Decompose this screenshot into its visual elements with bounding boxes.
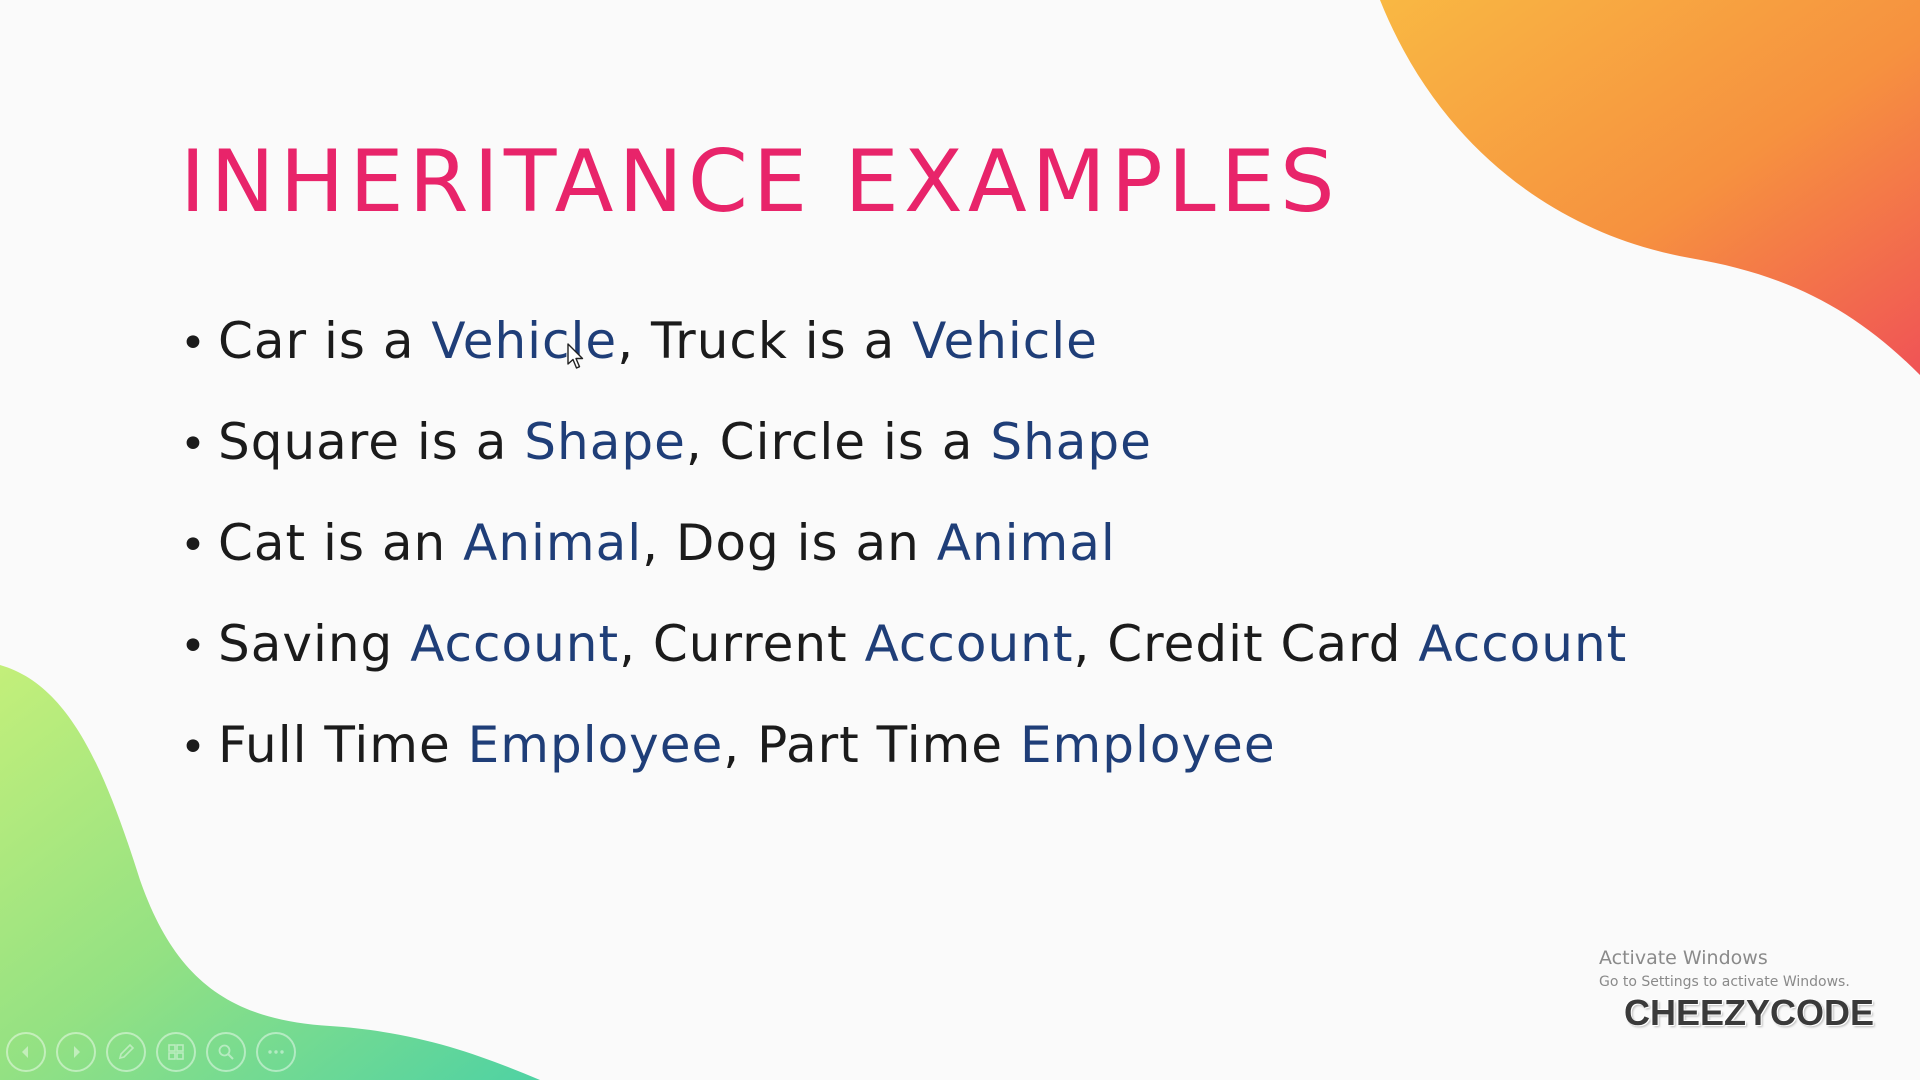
bullet-item: • Full Time Employee, Part Time Employee	[180, 702, 1627, 803]
bullet-text: , Dog is an	[642, 514, 937, 572]
bullet-item: • Square is a Shape, Circle is a Shape	[180, 399, 1627, 500]
bullet-highlight: Shape	[524, 413, 686, 471]
pen-tool-button[interactable]	[106, 1032, 146, 1072]
activate-windows-watermark: Activate Windows Go to Settings to activ…	[1599, 945, 1850, 993]
bullet-highlight: Account	[1418, 615, 1628, 673]
bullet-dot: •	[180, 722, 207, 773]
bullet-item: • Cat is an Animal, Dog is an Animal	[180, 500, 1627, 601]
bullet-highlight: Animal	[463, 514, 643, 572]
bullet-dot: •	[180, 419, 207, 470]
bullet-highlight: Account	[864, 615, 1074, 673]
next-icon	[74, 1046, 80, 1058]
zoom-icon	[218, 1044, 234, 1060]
bullet-text: , Credit Card	[1073, 615, 1419, 673]
bullet-highlight: Vehicle	[912, 312, 1098, 370]
bullet-highlight: Shape	[990, 413, 1152, 471]
more-icon	[268, 1050, 284, 1054]
bullet-highlight: Account	[410, 615, 620, 673]
bullet-dot: •	[180, 621, 207, 672]
more-options-button[interactable]	[256, 1032, 296, 1072]
bullet-item: • Car is a Vehicle, Truck is a Vehicle	[180, 298, 1627, 399]
bullet-highlight: Animal	[936, 514, 1116, 572]
watermark-subtitle: Go to Settings to activate Windows.	[1599, 974, 1850, 990]
green-corner-blob	[0, 665, 540, 1080]
bullet-dot: •	[180, 520, 207, 571]
slide-title: INHERITANCE EXAMPLES	[180, 132, 1340, 232]
bullet-text: Square is a	[218, 413, 525, 471]
bullet-item: • Saving Account, Current Account, Credit…	[180, 601, 1627, 702]
mouse-pointer-icon	[567, 343, 584, 369]
bullet-text: , Truck is a	[617, 312, 913, 370]
slideshow-toolbar	[6, 1032, 296, 1076]
bullet-text: Car is a	[218, 312, 432, 370]
previous-slide-button[interactable]	[6, 1032, 46, 1072]
bullet-dot: •	[180, 318, 207, 369]
next-slide-button[interactable]	[56, 1032, 96, 1072]
bullet-highlight: Employee	[1019, 716, 1276, 774]
zoom-button[interactable]	[206, 1032, 246, 1072]
previous-icon	[22, 1046, 28, 1058]
bullet-text: Saving	[218, 615, 411, 673]
bullet-highlight: Vehicle	[431, 312, 618, 370]
bullet-text: , Circle is a	[685, 413, 991, 471]
bullet-text: , Part Time	[723, 716, 1020, 774]
see-all-slides-button[interactable]	[156, 1032, 196, 1072]
bullet-highlight: Employee	[467, 716, 724, 774]
bullet-text: Cat is an	[218, 514, 464, 572]
slides-grid-icon	[168, 1044, 184, 1060]
bullet-text: , Current	[619, 615, 865, 673]
orange-corner-blob	[1380, 0, 1920, 375]
pen-icon	[118, 1043, 135, 1060]
bullet-list: • Car is a Vehicle, Truck is a Vehicle • S…	[180, 298, 1627, 803]
bullet-text: Full Time	[218, 716, 468, 774]
brand-logo: CHEEZYCODE	[1624, 992, 1875, 1033]
watermark-title: Activate Windows	[1599, 947, 1768, 969]
